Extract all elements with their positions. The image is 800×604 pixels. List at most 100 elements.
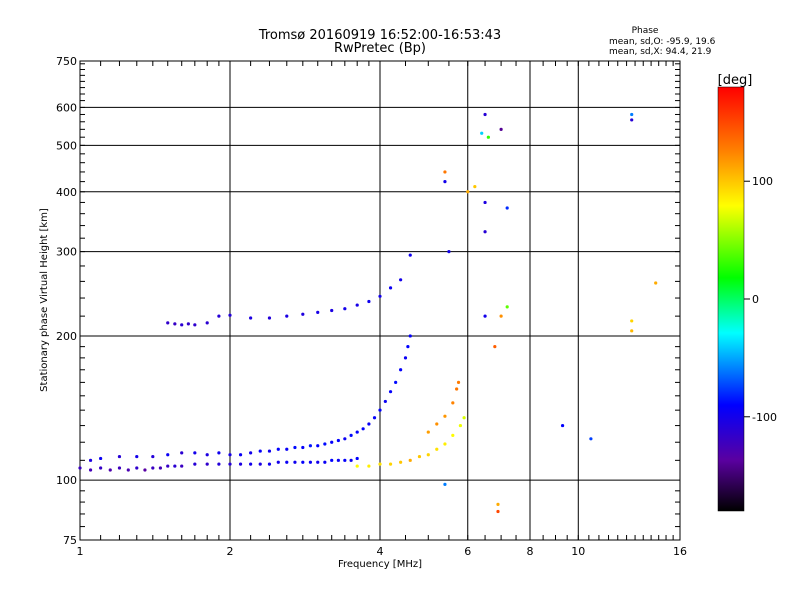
data-point	[323, 460, 327, 464]
data-point	[458, 423, 463, 428]
data-point	[193, 451, 197, 455]
data-point	[135, 454, 139, 459]
data-point	[336, 438, 340, 443]
y-axis-label: Stationary phase Virtual Height [km]	[39, 208, 50, 392]
colorbar-tick-label: 0	[752, 293, 759, 306]
data-point	[378, 408, 382, 412]
data-point	[276, 447, 280, 451]
data-point	[258, 449, 262, 453]
data-point	[406, 345, 410, 349]
data-point	[361, 427, 365, 431]
data-point	[285, 447, 289, 451]
data-point	[343, 437, 347, 441]
data-point	[193, 323, 197, 327]
data-point	[285, 314, 289, 318]
data-point	[267, 462, 272, 466]
data-point	[238, 462, 243, 466]
data-point	[466, 190, 470, 194]
data-point	[78, 466, 82, 470]
data-point	[451, 401, 455, 405]
colorbar-ticks: 100 0 -100	[744, 175, 777, 424]
data-point	[399, 278, 403, 282]
data-point	[135, 466, 139, 470]
data-point	[456, 380, 461, 384]
x-axis-label: Frequency [MHz]	[338, 559, 422, 570]
data-point	[117, 454, 122, 459]
data-point	[630, 319, 634, 323]
data-point	[308, 460, 313, 464]
data-point	[173, 464, 177, 468]
data-point	[336, 458, 340, 462]
stats-title: Phase	[632, 26, 659, 36]
data-point	[473, 185, 477, 189]
data-point	[249, 451, 253, 455]
data-point	[228, 453, 232, 457]
data-point	[258, 462, 262, 466]
data-point	[388, 462, 393, 466]
data-point	[193, 462, 197, 466]
colorbar-tick-label: 100	[752, 175, 773, 188]
data-point	[399, 368, 403, 372]
y-tick-label: 200	[56, 330, 77, 343]
data-point	[151, 466, 155, 470]
colorbar-tick-label: -100	[752, 411, 777, 424]
data-point	[330, 308, 334, 313]
x-tick-label: 6	[464, 545, 471, 558]
data-point	[349, 433, 353, 438]
data-point	[355, 464, 359, 468]
x-tick-label: 8	[527, 545, 534, 558]
data-point	[166, 321, 170, 325]
data-point	[180, 451, 184, 455]
data-point	[493, 345, 497, 349]
data-point	[180, 323, 184, 327]
y-tick-label: 300	[56, 246, 77, 259]
data-point	[330, 440, 334, 444]
data-point	[443, 414, 447, 418]
data-point	[372, 416, 377, 420]
data-point	[238, 453, 243, 457]
data-point	[455, 387, 459, 391]
data-point	[99, 466, 103, 470]
data-point	[293, 445, 297, 450]
data-point	[205, 462, 209, 466]
data-point	[126, 468, 130, 472]
data-point	[217, 451, 221, 455]
data-point	[443, 442, 447, 446]
data-point	[205, 453, 209, 457]
y-tick-labels: 75 100 200 300 400 500 600 750	[56, 55, 77, 547]
data-point	[426, 430, 430, 434]
data-point	[285, 460, 289, 464]
data-point	[166, 464, 170, 468]
data-point	[589, 437, 593, 441]
data-point	[276, 460, 280, 464]
data-point	[301, 312, 305, 316]
data-point	[367, 422, 371, 426]
data-point	[443, 482, 447, 486]
data-point	[205, 321, 209, 325]
data-point	[117, 466, 122, 470]
data-point	[408, 253, 412, 257]
data-point	[180, 464, 184, 468]
data-point	[323, 442, 327, 446]
data-point	[654, 281, 658, 285]
data-point	[316, 444, 320, 448]
data-point	[630, 329, 634, 333]
x-tick-label: 1	[77, 545, 84, 558]
data-point	[355, 456, 359, 461]
x-tick-label: 10	[571, 545, 585, 558]
data-point	[301, 460, 305, 464]
data-point	[399, 460, 403, 464]
data-point	[499, 314, 503, 318]
data-point	[408, 334, 412, 338]
data-points	[78, 112, 658, 514]
data-point	[388, 390, 393, 394]
data-point	[483, 230, 487, 234]
data-point	[330, 458, 334, 462]
data-point	[217, 314, 221, 318]
data-point	[349, 458, 353, 462]
data-point	[383, 399, 387, 404]
data-point	[496, 502, 500, 506]
data-point	[378, 294, 382, 298]
